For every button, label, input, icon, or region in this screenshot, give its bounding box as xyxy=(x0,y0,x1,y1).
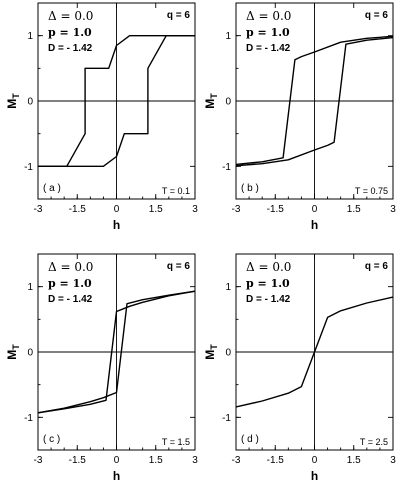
q-annotation: q = 6 xyxy=(365,10,389,21)
x-tick-label: -3 xyxy=(34,204,43,215)
p-annotation: p = 1.0 xyxy=(48,26,92,39)
y-axis-label: MT xyxy=(203,93,219,109)
x-tick-label: -3 xyxy=(34,455,43,466)
series-line-1 xyxy=(37,290,196,414)
x-axis-label: h xyxy=(311,218,318,232)
y-tick-label: 1 xyxy=(225,31,231,42)
d-annotation: D = - 1.42 xyxy=(246,294,291,305)
delta-annotation: Δ = 0.0 xyxy=(48,260,93,274)
y-axis-label: MT xyxy=(5,344,21,360)
p-annotation: p = 1.0 xyxy=(246,277,290,290)
chart-panel-1: -3 -1.5 0 1.5 3 -1 0 1 h MT Δ = 0.0 p = 1.0 D = - 1.… xyxy=(5,2,198,232)
x-tick-label: 0 xyxy=(312,204,318,215)
t-annotation: T = 0.1 xyxy=(162,186,190,196)
series-line-1 xyxy=(235,296,394,408)
y-axis-label-subscript: T xyxy=(209,344,219,350)
x-tick-label: 3 xyxy=(192,455,198,466)
panel-label: ( a ) xyxy=(43,183,61,194)
delta-annotation: Δ = 0.0 xyxy=(246,260,291,274)
y-tick-label: -1 xyxy=(24,413,33,424)
x-tick-label: -1.5 xyxy=(69,455,87,466)
t-annotation: T = 0.75 xyxy=(355,186,388,196)
p-annotation: p = 1.0 xyxy=(48,277,92,290)
y-tick-label: -1 xyxy=(222,413,231,424)
y-tick-label: 0 xyxy=(225,97,231,108)
x-tick-label: 3 xyxy=(192,204,198,215)
x-tick-label: 0 xyxy=(114,455,120,466)
t-annotation: T = 2.5 xyxy=(360,437,388,447)
chart-panel-3: -3 -1.5 0 1.5 3 -1 0 1 h MT Δ = 0.0 p = 1.0 D = - 1.… xyxy=(5,253,198,483)
x-tick-label: 3 xyxy=(390,455,396,466)
x-axis-label: h xyxy=(113,469,120,483)
y-tick-label: 1 xyxy=(27,31,33,42)
d-annotation: D = - 1.42 xyxy=(48,294,93,305)
x-tick-label: -3 xyxy=(232,204,241,215)
delta-annotation: Δ = 0.0 xyxy=(48,9,93,23)
q-annotation: q = 6 xyxy=(365,261,389,272)
y-axis-label-subscript: T xyxy=(11,93,21,99)
q-annotation: q = 6 xyxy=(167,10,191,21)
x-tick-label: 0 xyxy=(114,204,120,215)
y-axis-label-subscript: T xyxy=(11,344,21,350)
x-tick-label: 1.5 xyxy=(149,455,163,466)
series-line-1 xyxy=(235,35,394,166)
d-annotation: D = - 1.42 xyxy=(48,43,93,54)
x-tick-label: 1.5 xyxy=(347,455,361,466)
x-tick-label: -1.5 xyxy=(69,204,87,215)
panel-label: ( c ) xyxy=(43,434,60,445)
y-tick-label: 0 xyxy=(27,97,33,108)
y-tick-label: 0 xyxy=(27,348,33,359)
delta-annotation: Δ = 0.0 xyxy=(246,9,291,23)
series-line-2 xyxy=(37,290,196,414)
x-tick-label: -1.5 xyxy=(267,204,285,215)
series-line-2 xyxy=(38,35,195,168)
y-axis-label: MT xyxy=(203,344,219,360)
y-axis-label: MT xyxy=(5,93,21,109)
y-tick-label: 1 xyxy=(27,282,33,293)
y-axis-label-subscript: T xyxy=(209,93,219,99)
y-tick-label: 1 xyxy=(225,282,231,293)
x-tick-label: 3 xyxy=(390,204,396,215)
series-line-1 xyxy=(38,35,195,168)
x-axis-label: h xyxy=(113,218,120,232)
y-tick-label: -1 xyxy=(24,162,33,173)
panel-label: ( b ) xyxy=(241,183,259,194)
chart-panel-4: -3 -1.5 0 1.5 3 -1 0 1 h MT Δ = 0.0 p = 1.0 D = - 1.… xyxy=(203,253,396,483)
q-annotation: q = 6 xyxy=(167,261,191,272)
y-tick-label: 0 xyxy=(225,348,231,359)
x-tick-label: -3 xyxy=(232,455,241,466)
x-tick-label: 1.5 xyxy=(347,204,361,215)
x-tick-label: 0 xyxy=(312,455,318,466)
x-tick-label: 1.5 xyxy=(149,204,163,215)
panel-label: ( d ) xyxy=(241,434,259,445)
t-annotation: T = 1.5 xyxy=(162,437,190,447)
x-tick-label: -1.5 xyxy=(267,455,285,466)
series-line-2 xyxy=(235,36,394,167)
d-annotation: D = - 1.42 xyxy=(246,43,291,54)
p-annotation: p = 1.0 xyxy=(246,26,290,39)
x-axis-label: h xyxy=(311,469,318,483)
y-tick-label: -1 xyxy=(222,162,231,173)
chart-panel-2: -3 -1.5 0 1.5 3 -1 0 1 h MT Δ = 0.0 p = 1.0 D = - 1.… xyxy=(203,2,396,232)
